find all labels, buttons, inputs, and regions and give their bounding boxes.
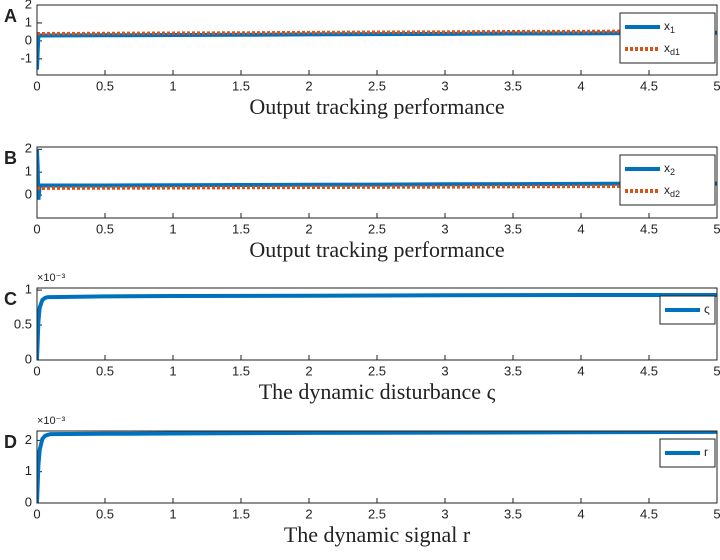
x-tick-label: 0.5 bbox=[96, 78, 114, 93]
x-tick-label: 4.5 bbox=[640, 221, 658, 236]
legend-label-sub: 2 bbox=[670, 167, 675, 177]
axes-box bbox=[36, 146, 718, 219]
y-tick-label: 0 bbox=[25, 187, 32, 202]
legend-label: r bbox=[704, 445, 708, 459]
x-tick-label: 0 bbox=[33, 78, 40, 93]
y-tick-label: 1 bbox=[25, 463, 32, 478]
legend-label-main: x bbox=[664, 183, 670, 197]
y-tick-label: 2 bbox=[25, 0, 32, 11]
y-tick-label: 0 bbox=[25, 351, 32, 366]
y-tick-label: -1 bbox=[20, 50, 32, 65]
legend-box bbox=[619, 12, 716, 64]
x-tick-label: 0 bbox=[33, 506, 40, 521]
series-line bbox=[37, 431, 717, 503]
x-tick-label: 5 bbox=[713, 78, 720, 93]
x-tick-label: 4 bbox=[577, 221, 584, 236]
legend-label-sub: d2 bbox=[670, 189, 680, 199]
x-tick-label: 3.5 bbox=[504, 221, 522, 236]
legend-label: ς bbox=[704, 302, 710, 316]
axes-box bbox=[36, 287, 718, 361]
chart-title: The dynamic disturbance ς bbox=[259, 379, 496, 404]
series-line bbox=[37, 149, 717, 200]
legend-label-sub: 1 bbox=[670, 25, 675, 35]
x-tick-label: 3.5 bbox=[504, 78, 522, 93]
y-tick-label: 0 bbox=[25, 32, 32, 47]
x-tick-label: 0 bbox=[33, 221, 40, 236]
x-tick-label: 2.5 bbox=[368, 506, 386, 521]
legend-label-main: x bbox=[664, 161, 670, 175]
y-tick-label: 1 bbox=[25, 164, 32, 179]
x-tick-label: 4 bbox=[577, 363, 584, 378]
legend-label-main: x bbox=[664, 19, 670, 33]
x-tick-label: 1.5 bbox=[232, 363, 250, 378]
y-tick-label: 0.5 bbox=[14, 316, 32, 331]
axes-box bbox=[36, 4, 718, 76]
x-tick-label: 2.5 bbox=[368, 363, 386, 378]
x-tick-label: 1 bbox=[169, 78, 176, 93]
x-tick-label: 1.5 bbox=[232, 78, 250, 93]
series-line bbox=[37, 29, 717, 36]
x-tick-label: 5 bbox=[713, 221, 720, 236]
x-tick-label: 4.5 bbox=[640, 363, 658, 378]
panel-label: C bbox=[4, 289, 17, 309]
series-line bbox=[37, 184, 717, 190]
legend-label: x2 bbox=[664, 161, 675, 177]
legend-label: xd2 bbox=[664, 183, 680, 199]
x-tick-label: 2 bbox=[305, 363, 312, 378]
chart-title: Output tracking performance bbox=[249, 94, 504, 119]
legend-label-main: x bbox=[664, 41, 670, 55]
panel-label: A bbox=[4, 6, 17, 26]
y-tick-label: 0 bbox=[25, 494, 32, 509]
legend-label: xd1 bbox=[664, 41, 680, 57]
x-tick-label: 2.5 bbox=[368, 78, 386, 93]
x-tick-label: 0.5 bbox=[96, 506, 114, 521]
x-tick-label: 1 bbox=[169, 363, 176, 378]
axes-box bbox=[36, 430, 718, 504]
x-tick-label: 2 bbox=[305, 78, 312, 93]
legend-label: x1 bbox=[664, 19, 675, 35]
x-tick-label: 0 bbox=[33, 363, 40, 378]
panel-label: B bbox=[4, 148, 17, 168]
chart-title: The dynamic signal r bbox=[284, 522, 471, 547]
y-tick-label: 2 bbox=[25, 141, 32, 156]
x-tick-label: 1 bbox=[169, 506, 176, 521]
x-tick-label: 2.5 bbox=[368, 221, 386, 236]
x-tick-label: 0.5 bbox=[96, 363, 114, 378]
axis-multiplier: ×10⁻³ bbox=[37, 272, 65, 284]
series-line bbox=[37, 293, 717, 360]
x-tick-label: 3 bbox=[441, 506, 448, 521]
x-tick-label: 4 bbox=[577, 506, 584, 521]
y-tick-label: 1 bbox=[25, 282, 32, 297]
x-tick-label: 2 bbox=[305, 506, 312, 521]
x-tick-label: 4.5 bbox=[640, 506, 658, 521]
x-tick-label: 1.5 bbox=[232, 221, 250, 236]
x-tick-label: 3.5 bbox=[504, 363, 522, 378]
y-tick-label: 2 bbox=[25, 432, 32, 447]
x-tick-label: 5 bbox=[713, 506, 720, 521]
chart-title: Output tracking performance bbox=[249, 237, 504, 262]
x-tick-label: 3 bbox=[441, 78, 448, 93]
x-tick-label: 1.5 bbox=[232, 506, 250, 521]
x-tick-label: 0.5 bbox=[96, 221, 114, 236]
x-tick-label: 4 bbox=[577, 78, 584, 93]
x-tick-label: 4.5 bbox=[640, 78, 658, 93]
axis-multiplier: ×10⁻³ bbox=[37, 415, 65, 427]
series-line bbox=[37, 30, 717, 70]
x-tick-label: 3 bbox=[441, 363, 448, 378]
x-tick-label: 1 bbox=[169, 221, 176, 236]
y-tick-label: 1 bbox=[25, 14, 32, 29]
panel-label: D bbox=[4, 432, 17, 452]
x-tick-label: 2 bbox=[305, 221, 312, 236]
x-tick-label: 3 bbox=[441, 221, 448, 236]
legend-label-sub: d1 bbox=[670, 47, 680, 57]
x-tick-label: 5 bbox=[713, 363, 720, 378]
x-tick-label: 3.5 bbox=[504, 506, 522, 521]
legend-box bbox=[619, 154, 716, 206]
